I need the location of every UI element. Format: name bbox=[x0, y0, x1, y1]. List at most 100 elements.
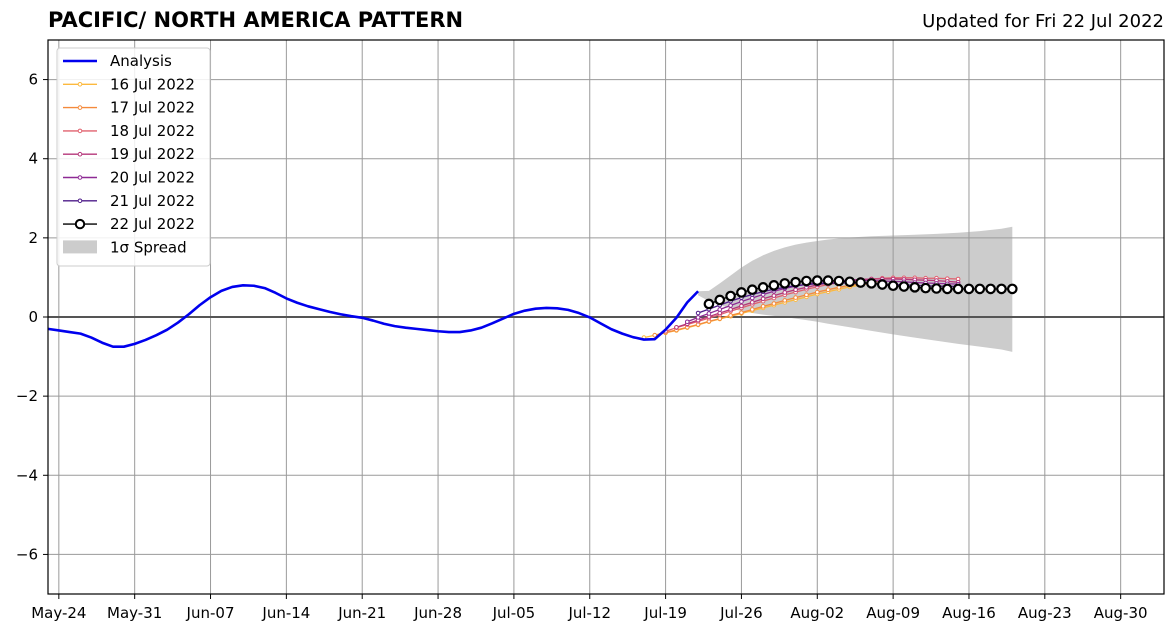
series-point bbox=[739, 299, 744, 304]
series-point bbox=[811, 275, 823, 286]
legend-marker bbox=[77, 82, 83, 87]
series-point bbox=[876, 279, 888, 290]
chart-title: PACIFIC/ NORTH AMERICA PATTERN bbox=[48, 8, 464, 32]
series-point bbox=[771, 301, 777, 306]
series-point bbox=[801, 275, 812, 287]
legend-marker bbox=[77, 105, 83, 110]
analysis-line bbox=[47, 284, 700, 348]
series-point bbox=[771, 293, 777, 298]
x-tick-label: Jun-28 bbox=[413, 604, 462, 622]
legend-label: 22 Jul 2022 bbox=[110, 215, 195, 233]
series-point bbox=[825, 287, 831, 292]
legend-label: 19 Jul 2022 bbox=[110, 145, 195, 163]
legend-label: 17 Jul 2022 bbox=[110, 99, 195, 117]
series-point bbox=[952, 283, 964, 295]
x-tick-label: Aug-30 bbox=[1094, 604, 1148, 622]
series-point bbox=[790, 276, 801, 288]
y-tick-label: −4 bbox=[16, 466, 38, 484]
series-line bbox=[665, 277, 959, 332]
legend-marker bbox=[74, 218, 86, 230]
updated-date-label: Updated for Fri 22 Jul 2022 bbox=[922, 11, 1164, 32]
series-point bbox=[866, 278, 877, 289]
series-point bbox=[717, 307, 723, 312]
series-point bbox=[793, 295, 798, 300]
legend-box bbox=[56, 47, 211, 267]
series-point bbox=[887, 280, 899, 292]
y-tick-label: −6 bbox=[16, 545, 38, 563]
series-point bbox=[736, 287, 747, 298]
series-point bbox=[746, 284, 758, 295]
y-tick-label: 2 bbox=[28, 229, 38, 247]
y-tick-label: 4 bbox=[28, 150, 38, 168]
x-tick-label: Jun-07 bbox=[186, 604, 235, 622]
series-point bbox=[674, 324, 679, 330]
series-point bbox=[652, 332, 658, 338]
series-point bbox=[779, 278, 791, 289]
legend-marker bbox=[77, 128, 83, 134]
x-tick-label: Jul-12 bbox=[567, 604, 611, 622]
y-tick-label: 0 bbox=[28, 308, 38, 326]
series-point bbox=[793, 287, 798, 292]
series-point bbox=[728, 313, 733, 318]
series-point bbox=[814, 289, 820, 295]
series-point bbox=[739, 310, 744, 315]
series-point bbox=[974, 283, 986, 295]
x-tick-label: Jul-05 bbox=[492, 604, 536, 622]
series-point bbox=[931, 283, 942, 294]
legend-label: 18 Jul 2022 bbox=[110, 122, 195, 140]
series-point bbox=[714, 294, 726, 306]
series-point bbox=[909, 282, 921, 293]
series-point bbox=[717, 316, 723, 321]
legend-label: Analysis bbox=[110, 52, 172, 70]
series-point bbox=[768, 280, 780, 291]
series-point bbox=[684, 319, 690, 325]
series-point bbox=[728, 303, 733, 308]
x-tick-label: Aug-09 bbox=[866, 604, 920, 622]
series-point bbox=[833, 275, 845, 287]
series-point bbox=[760, 304, 766, 309]
legend-swatch bbox=[63, 240, 97, 254]
series-point bbox=[963, 283, 975, 295]
series-point bbox=[996, 283, 1007, 295]
series-line bbox=[654, 280, 883, 336]
legend-marker bbox=[77, 198, 83, 204]
series-point bbox=[749, 300, 755, 305]
x-tick-label: May-31 bbox=[107, 604, 162, 622]
series-point bbox=[942, 283, 953, 295]
series-point bbox=[920, 282, 931, 294]
series-point bbox=[782, 290, 788, 295]
x-tick-label: May-24 bbox=[31, 604, 86, 622]
x-tick-label: Jul-19 bbox=[643, 604, 687, 622]
x-tick-label: Jun-14 bbox=[261, 604, 310, 622]
series-point bbox=[760, 296, 766, 302]
series-point bbox=[725, 290, 736, 302]
series-point bbox=[695, 310, 701, 316]
legend-label: 1σ Spread bbox=[110, 238, 187, 256]
series-point bbox=[855, 277, 866, 288]
series-point bbox=[985, 283, 996, 295]
series-point bbox=[757, 282, 769, 293]
x-tick-label: Jul-26 bbox=[719, 604, 763, 622]
series-point bbox=[728, 307, 733, 312]
x-tick-label: Jun-21 bbox=[337, 604, 386, 622]
series-point bbox=[844, 276, 856, 288]
series-point bbox=[706, 311, 712, 316]
x-tick-label: Aug-02 bbox=[790, 604, 844, 622]
series-point bbox=[782, 298, 788, 303]
x-tick-label: Aug-23 bbox=[1018, 604, 1072, 622]
legend-label: 16 Jul 2022 bbox=[110, 75, 195, 93]
legend-label: 21 Jul 2022 bbox=[110, 192, 195, 210]
series-point bbox=[898, 281, 910, 292]
spread-band bbox=[698, 226, 1013, 352]
series-point bbox=[703, 298, 715, 310]
legend-marker bbox=[77, 151, 83, 157]
series-point bbox=[695, 315, 701, 320]
legend-label: 20 Jul 2022 bbox=[110, 169, 195, 187]
series-point bbox=[1007, 283, 1018, 295]
legend-marker bbox=[77, 175, 83, 180]
series-point bbox=[739, 303, 744, 309]
series-point bbox=[804, 292, 809, 298]
series-point bbox=[749, 295, 755, 301]
series-point bbox=[822, 275, 834, 286]
